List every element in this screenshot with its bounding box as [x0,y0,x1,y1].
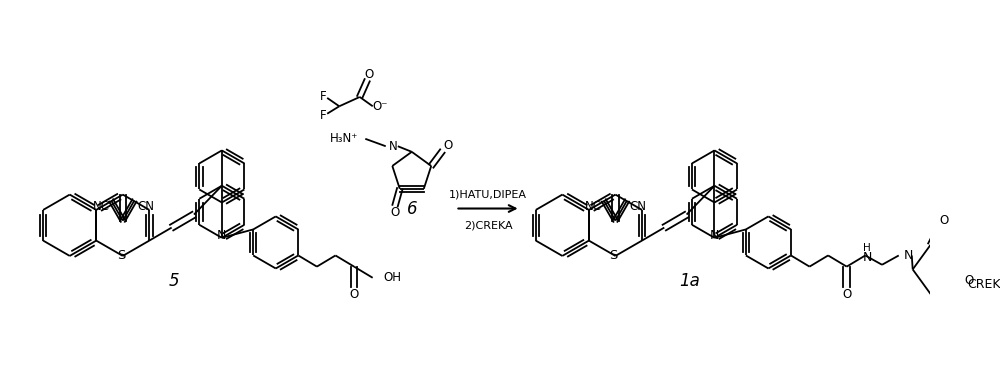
Text: O: O [349,288,359,301]
Text: H₃N⁺: H₃N⁺ [329,132,358,145]
Text: N: N [903,249,913,262]
Text: O: O [964,274,974,287]
Text: 1)HATU,DIPEA: 1)HATU,DIPEA [449,190,527,200]
Text: CN: CN [137,200,154,212]
Text: O: O [390,206,400,220]
Text: S: S [117,249,125,262]
Text: O: O [364,68,374,81]
Text: 6: 6 [406,200,417,218]
Text: N: N [710,229,719,242]
Text: 5: 5 [169,272,179,290]
Text: H: H [863,243,871,253]
Text: O⁻: O⁻ [372,100,388,113]
Text: 2)CREKA: 2)CREKA [464,220,512,230]
Text: N: N [217,229,227,242]
Text: OH: OH [384,271,402,284]
Text: N: N [862,251,872,264]
Text: CN: CN [630,200,647,212]
Text: F: F [320,109,327,122]
Text: NC: NC [92,200,109,212]
Text: CREKA: CREKA [967,278,1000,291]
Text: O: O [443,139,453,152]
Text: S: S [609,249,618,262]
Text: 1a: 1a [679,272,700,290]
Text: N: N [389,140,398,153]
Text: O: O [939,214,948,227]
Text: NC: NC [585,200,602,212]
Text: O: O [842,288,851,301]
Text: F: F [320,90,327,104]
